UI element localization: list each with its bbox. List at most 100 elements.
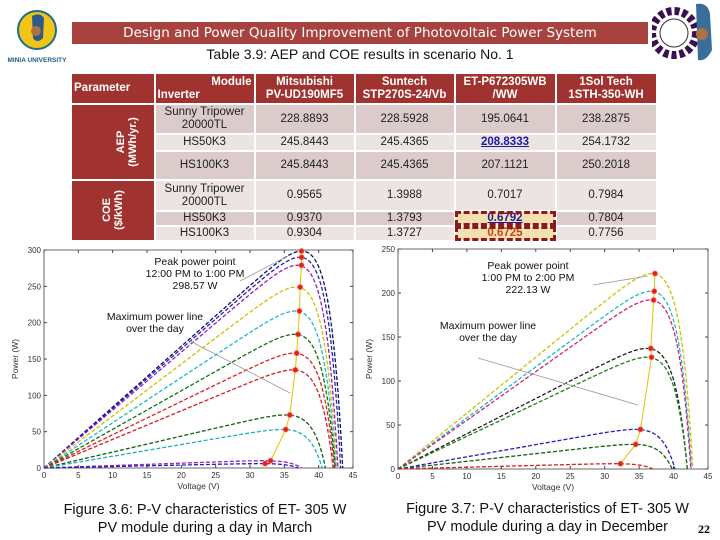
group-unit: ($/kWh) [112, 190, 125, 230]
x-tick-label: 10 [462, 472, 471, 481]
value-cell: 238.2875 [556, 105, 656, 133]
value-cell: 0.9370 [255, 212, 354, 225]
peak-annotation: 298.57 W [173, 280, 218, 292]
x-tick-label: 35 [280, 471, 289, 480]
value-cell: 1.3727 [355, 227, 454, 240]
max-line-annotation: Maximum power line [107, 311, 203, 323]
peak-power-marker [293, 350, 300, 357]
inverter-cell: HS50K3 [155, 135, 254, 150]
pv-curve [398, 463, 654, 470]
pv-curve [43, 333, 336, 469]
table-caption: Table 3.9: AEP and COE results in scenar… [206, 46, 514, 62]
module-model: STP270S-24/Vb [362, 88, 447, 101]
module-header: Mitsubishi PV-UD190MF5 [255, 74, 354, 103]
module-model: /WW [492, 88, 518, 101]
peak-power-marker [286, 412, 293, 418]
y-axis-label: Power (W) [10, 339, 20, 379]
peak-power-marker [292, 367, 299, 373]
module-label: Module [211, 75, 252, 88]
y-tick-label: 100 [28, 391, 42, 400]
y-tick-label: 100 [382, 377, 396, 386]
module-inverter-header: Module Inverter [155, 74, 254, 103]
pv-curve [397, 443, 673, 470]
module-header: Suntech STP270S-24/Vb [355, 74, 454, 103]
annotation-arrow [592, 275, 649, 286]
peak-power-marker [617, 460, 624, 467]
value-cell: 0.7984 [556, 181, 656, 210]
value-cell: 254.1732 [556, 135, 656, 150]
group-name: AEP [114, 130, 127, 153]
module-name: 1Sol Tech [579, 75, 633, 88]
best-value-link[interactable]: 0.6792 [487, 212, 523, 224]
pv-curve [43, 286, 338, 469]
pv-curve [397, 299, 692, 470]
y-tick-label: 300 [28, 246, 42, 255]
x-tick-label: 0 [396, 472, 401, 481]
max-line-annotation: Maximum power line [440, 320, 536, 332]
pv-chart-december: 0 5 10 15 20 25 30 35 40 45 0 50 100 150 200 250 Voltage… [364, 245, 713, 492]
x-tick-label: 25 [566, 472, 575, 481]
value-cell: 228.8893 [255, 105, 354, 133]
module-name: Mitsubishi [276, 75, 333, 88]
annotation-arrow [477, 357, 639, 406]
caption-line: PV module during a day in March [97, 520, 313, 536]
best-value-link[interactable]: 208.8333 [481, 136, 529, 148]
y-tick-label: 200 [382, 289, 396, 298]
peak-power-marker [651, 288, 658, 295]
pv-curve [43, 264, 339, 469]
table-row: HS100K3 245.8443 245.4365 207.1121 250.2… [72, 152, 656, 179]
peak-power-marker [648, 354, 655, 361]
parameter-header: Parameter [72, 74, 154, 103]
inverter-cell: HS100K3 [155, 152, 254, 179]
group-name: COE [100, 198, 113, 222]
figure-caption-december: Figure 3.7: P-V characteristics of ET- 3… [370, 500, 720, 536]
caption-line: Figure 3.6: P-V characteristics of ET- 3… [63, 502, 347, 518]
peak-power-marker [650, 297, 657, 303]
x-tick-label: 0 [42, 471, 47, 480]
pv-curve [397, 272, 694, 470]
x-tick-label: 15 [497, 472, 506, 481]
table-row: HS50K3 0.9370 1.3793 0.6792 0.7804 [72, 211, 656, 226]
peak-annotation: Peak power point [487, 260, 568, 272]
peak-power-marker [652, 270, 658, 277]
value-cell-highlight: 208.8333 [455, 135, 555, 150]
table-row: AEP (MWh/yr.) Sunny Tripower 20000TL 228.… [72, 105, 656, 179]
peak-power-marker [637, 426, 644, 433]
value-cell: 0.7804 [556, 212, 656, 225]
results-table: Parameter Module Inverter Mitsubishi PV-U… [70, 72, 658, 242]
faculty-engineering-logo [652, 3, 712, 61]
peak-power-marker [267, 457, 274, 464]
x-tick-label: 5 [76, 471, 81, 480]
x-axis-label: Voltage (V) [177, 481, 219, 491]
peak-annotation: 12:00 PM to 1:00 PM [146, 268, 245, 280]
pv-curve [397, 347, 688, 470]
value-cell: 1.3988 [355, 181, 454, 210]
pv-curve [43, 428, 323, 469]
inverter-label: Inverter [157, 88, 200, 101]
x-tick-label: 30 [246, 471, 255, 480]
pv-curve [43, 250, 344, 469]
pv-curve [43, 256, 342, 469]
value-cell: 1.3793 [355, 212, 454, 225]
value-cell: 0.7017 [455, 181, 555, 210]
pv-curve [43, 352, 336, 469]
peak-annotation: Peak power point [154, 256, 235, 268]
module-name: Suntech [381, 75, 428, 88]
y-tick-label: 50 [386, 421, 395, 430]
y-tick-label: 150 [28, 355, 42, 364]
max-line-annotation: over the day [126, 323, 185, 335]
x-tick-label: 30 [600, 472, 609, 481]
y-tick-label: 150 [382, 333, 396, 342]
peak-power-marker [262, 460, 269, 467]
group-unit: (MWh/yr.) [126, 116, 139, 167]
x-tick-label: 10 [108, 471, 117, 480]
y-tick-label: 0 [391, 465, 396, 474]
pv-curve [43, 369, 334, 469]
x-tick-label: 20 [531, 472, 540, 481]
value-cell: 0.7756 [556, 227, 656, 240]
inverter-cell: HS100K3 [155, 227, 254, 240]
x-tick-label: 35 [635, 472, 644, 481]
module-header: ET-P672305WB/WW [455, 74, 555, 103]
peak-power-marker [632, 441, 639, 448]
aep-group-label: AEP (MWh/yr.) [72, 105, 154, 179]
